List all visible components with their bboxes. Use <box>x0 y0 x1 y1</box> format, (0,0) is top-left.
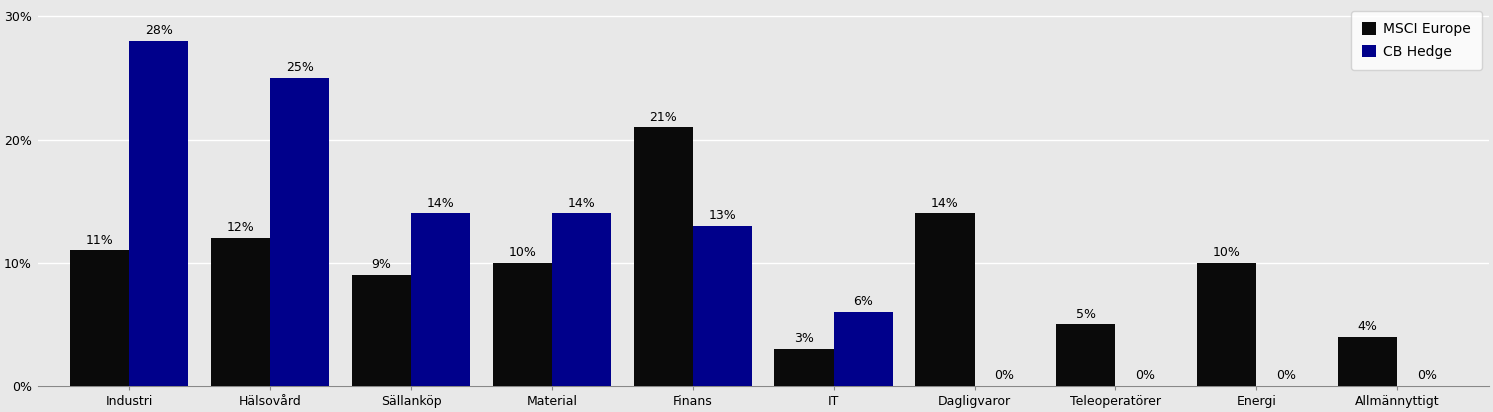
Bar <box>775 349 833 386</box>
Bar <box>1056 324 1115 386</box>
Bar <box>693 226 752 386</box>
Text: 6%: 6% <box>854 295 873 308</box>
Bar <box>411 213 470 386</box>
Bar <box>130 41 188 386</box>
Text: 12%: 12% <box>227 221 254 234</box>
Text: 14%: 14% <box>567 197 596 210</box>
Text: 13%: 13% <box>709 209 736 222</box>
Bar <box>915 213 975 386</box>
Bar <box>552 213 611 386</box>
Bar <box>211 238 270 386</box>
Legend: MSCI Europe, CB Hedge: MSCI Europe, CB Hedge <box>1351 11 1483 70</box>
Text: 25%: 25% <box>285 61 314 74</box>
Text: 0%: 0% <box>1417 369 1436 382</box>
Text: 10%: 10% <box>508 246 536 259</box>
Bar <box>1197 263 1256 386</box>
Bar <box>70 250 130 386</box>
Text: 9%: 9% <box>372 258 391 272</box>
Text: 14%: 14% <box>932 197 959 210</box>
Text: 4%: 4% <box>1357 320 1378 333</box>
Text: 28%: 28% <box>145 24 173 37</box>
Bar <box>833 312 893 386</box>
Text: 0%: 0% <box>1135 369 1156 382</box>
Bar <box>1338 337 1397 386</box>
Bar <box>352 275 411 386</box>
Text: 0%: 0% <box>1277 369 1296 382</box>
Text: 5%: 5% <box>1076 307 1096 321</box>
Text: 3%: 3% <box>794 332 814 345</box>
Text: 21%: 21% <box>649 110 676 124</box>
Text: 0%: 0% <box>994 369 1014 382</box>
Text: 14%: 14% <box>427 197 454 210</box>
Text: 11%: 11% <box>85 234 113 247</box>
Bar <box>633 127 693 386</box>
Bar <box>270 78 330 386</box>
Text: 10%: 10% <box>1212 246 1241 259</box>
Bar <box>493 263 552 386</box>
